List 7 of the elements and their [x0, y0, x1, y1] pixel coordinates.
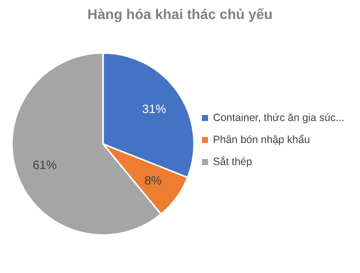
- data-label: 31%: [142, 102, 167, 116]
- legend-label: Phân bón nhập khẩu: [212, 134, 311, 146]
- legend-label: Sắt thép: [212, 156, 254, 168]
- data-label: 8%: [144, 173, 162, 188]
- chart-title: Hàng hóa khai thác chủ yếu: [86, 6, 274, 22]
- data-label: 61%: [32, 158, 58, 172]
- legend-label: Container, thức ăn gia súc...: [212, 112, 344, 124]
